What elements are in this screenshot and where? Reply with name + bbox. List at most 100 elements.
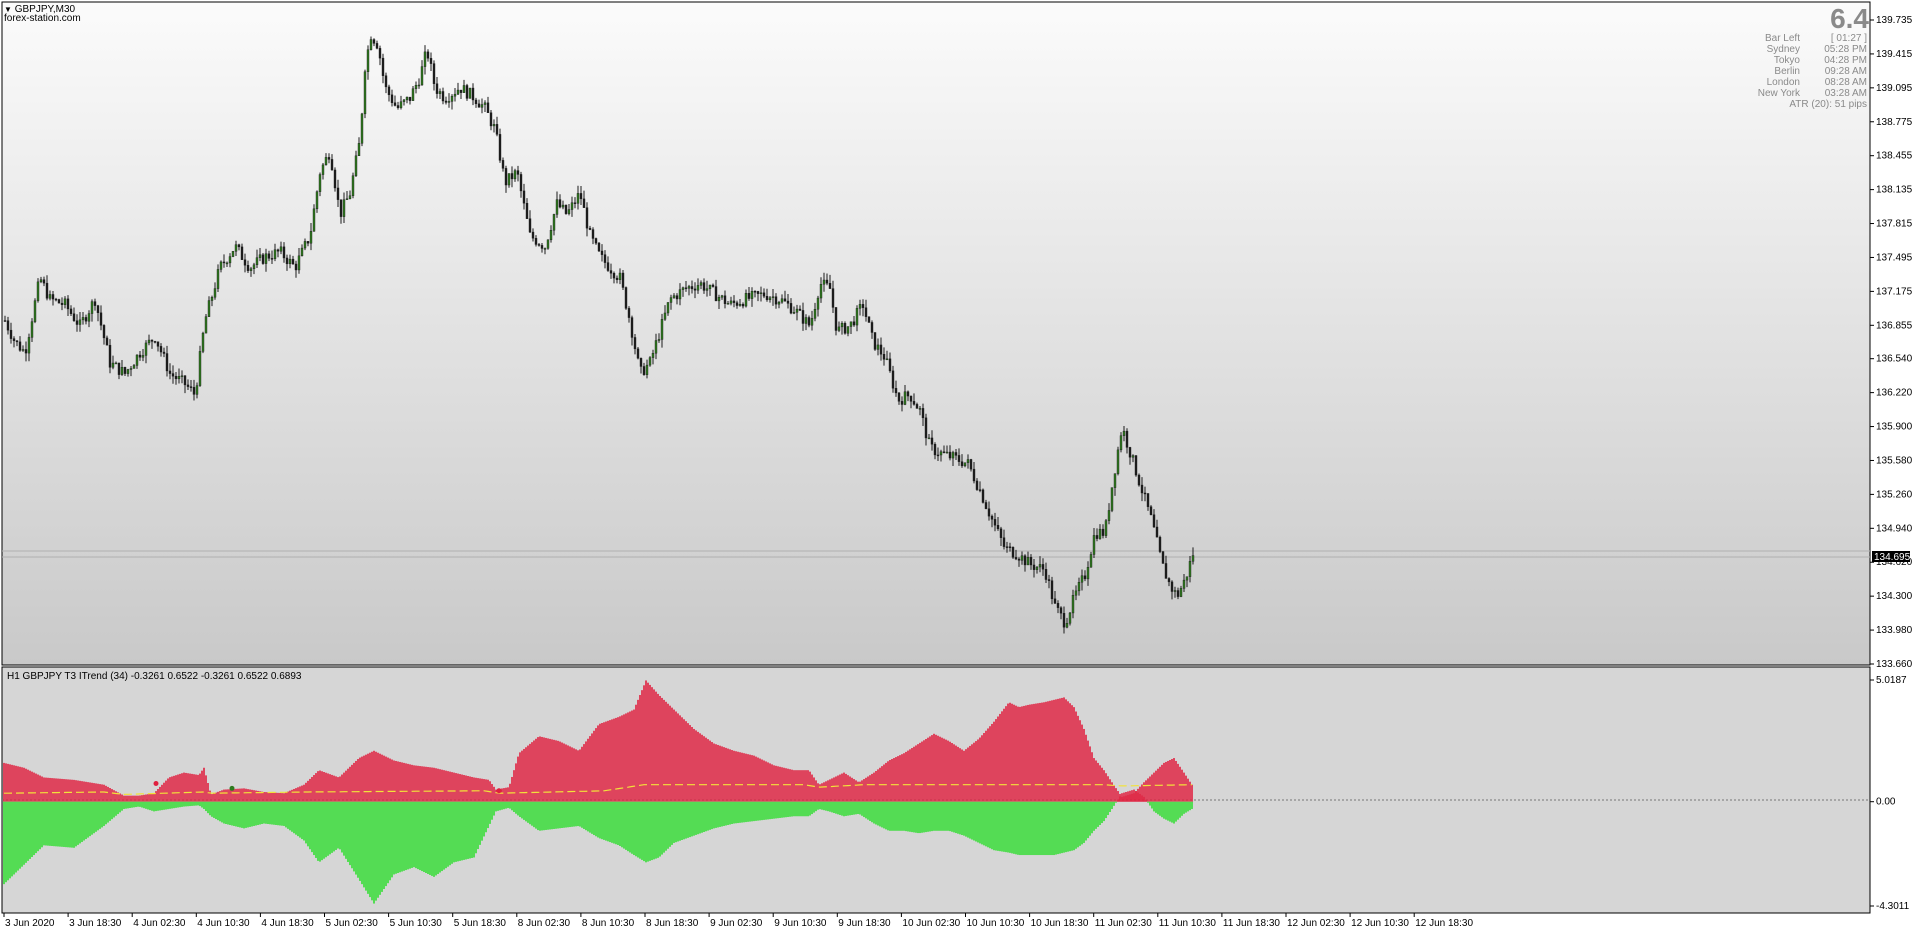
candle [1002,529,1006,550]
candle [918,406,922,416]
candle [1140,477,1144,502]
candle [732,295,736,308]
candle [849,321,853,335]
candle [1011,546,1015,559]
time-tick-label: 10 Jun 10:30 [967,918,1025,929]
candle [456,82,460,95]
info-value: [ 01:27 ] [1830,33,1867,44]
candle [555,191,559,218]
time-axis[interactable]: 3 Jun 2020 3 Jun 18:30 4 Jun 02:30 4 Jun 10… [3,913,1473,929]
price-tick-label: 134.300 [1876,591,1913,602]
symbol-title-bar[interactable]: ▼ GBPJPY,M30 [4,4,75,15]
candle [522,183,526,210]
time-tick-label: 5 Jun 10:30 [390,918,443,929]
candle [975,478,979,491]
candle [1053,591,1057,604]
candle [1128,446,1132,465]
price-tick-label: 134.940 [1876,523,1913,534]
candle [201,331,205,354]
candle [537,243,541,247]
candle [516,165,520,182]
candle [255,249,259,269]
candle [600,244,604,262]
candle [957,448,961,466]
candle [90,299,94,322]
candle [708,284,712,296]
candle [627,306,631,323]
candle [381,53,385,84]
candle [657,333,661,343]
itrend-histogram [3,680,1193,904]
candle [198,345,202,387]
time-tick-label: 10 Jun 02:30 [902,918,960,929]
candle [786,293,790,309]
candle [114,361,118,365]
indicator-axis[interactable]: 5.0187 0.00 -4.3011 [1870,675,1910,912]
candle [48,290,52,301]
candle [408,96,412,105]
candle [354,150,358,177]
triangle-down-icon[interactable]: ▼ [4,5,12,14]
candle [27,333,31,362]
candle [174,371,178,385]
candle [606,256,610,272]
candle [465,83,469,101]
candle [1176,587,1180,600]
candle [867,316,871,323]
candle [1014,549,1018,561]
candle [426,49,430,62]
candle [972,461,976,484]
candle [750,287,754,307]
time-tick-label: 12 Jun 10:30 [1351,918,1409,929]
candle [405,96,409,104]
candle [1077,577,1081,596]
candle [138,350,142,361]
candle [303,238,307,251]
candle [150,339,154,349]
candle [609,263,613,279]
candle [1032,558,1036,578]
candle [399,95,403,110]
candle [420,60,424,86]
candle [693,282,697,299]
candle [273,243,277,262]
candle [39,276,43,284]
candle [453,88,457,102]
candle [900,396,904,412]
candle [240,243,244,261]
candle [507,173,511,188]
time-tick-label: 9 Jun 10:30 [774,918,827,929]
candle [774,293,778,309]
candle [438,88,442,99]
candle [228,253,232,268]
candle [474,97,478,108]
candle [798,305,802,311]
price-pane[interactable] [1,1,1871,666]
candle [72,307,76,322]
candle [699,280,703,290]
candle [801,302,805,331]
price-axis[interactable]: 139.735 139.415 139.095 138.775 138.455 138.1… [1870,15,1913,670]
candle [9,322,13,344]
candle [1092,527,1096,559]
price-tick-label: 139.095 [1876,83,1913,94]
candle [1026,551,1030,566]
price-tick-label: 135.900 [1876,422,1913,433]
candle [288,254,292,269]
price-tick-label: 138.775 [1876,117,1913,128]
candle [312,204,316,232]
candle [807,315,811,328]
candle [876,338,880,356]
candle [423,45,427,75]
candle [765,288,769,302]
candle [1044,562,1048,584]
candle [213,282,217,300]
candle [222,254,226,268]
candle [1041,558,1045,576]
candle [903,384,907,406]
candle [66,295,70,317]
candle [267,250,271,262]
price-tick-label: 134.620 [1876,557,1913,568]
candle [756,290,760,302]
